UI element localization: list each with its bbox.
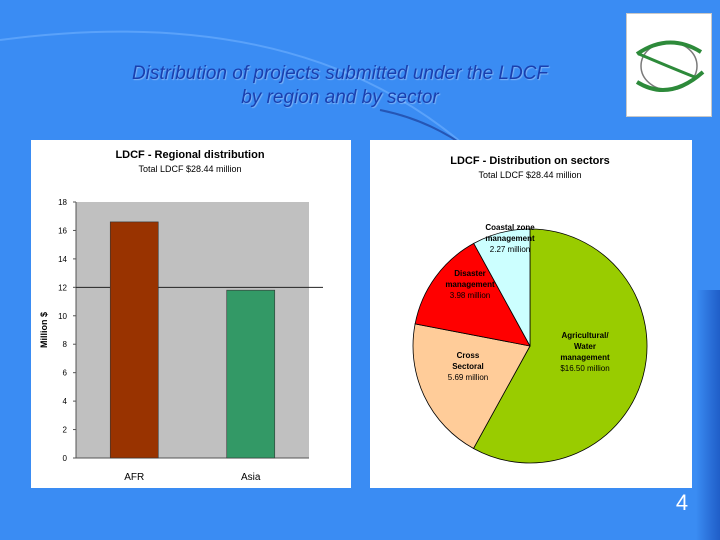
pie-chart-subtitle: Total LDCF $28.44 million [478,170,581,180]
pie-chart-svg: LDCF - Distribution on sectors Total LDC… [412,155,648,464]
page-number: 4 [675,490,689,515]
sector-pie-chart: LDCF - Distribution on sectors Total LDC… [370,140,692,488]
pie-category-label: Agricultural/ [561,331,609,340]
y-tick-label: 12 [58,283,67,292]
regional-bar-chart: LDCF - Regional distribution Total LDCF … [31,140,351,488]
slide-title: Distribution of projects submitted under… [40,62,640,110]
side-strip [696,290,720,540]
pie-category-label: Disaster [454,269,486,278]
bar-afr [109,221,159,459]
globe-orbit-icon [635,40,705,92]
pie-slice-agricultural-water-management [472,228,648,464]
pie-category-label: Coastal zone [485,223,535,232]
y-tick-label: 16 [58,226,67,235]
pie-category-label: Sectoral [452,362,484,371]
pie-category-label: management [560,353,610,362]
pie-chart-title: LDCF - Distribution on sectors [450,155,610,167]
x-category-label: AFR [124,472,144,483]
y-tick-label: 2 [63,426,68,435]
pie-category-label: Water [574,342,596,351]
bar-chart-title: LDCF - Regional distribution [115,149,264,161]
bar-chart-subtitle: Total LDCF $28.44 million [138,164,241,174]
y-tick-label: 8 [63,340,68,349]
y-tick-label: 14 [58,255,67,264]
y-tick-label: 10 [58,312,67,321]
pie-category-label: management [445,280,495,289]
y-tick-label: 0 [63,454,68,463]
pie-value-label: 5.69 million [448,373,488,382]
bar-chart-svg: LDCF - Regional distribution Total LDCF … [39,149,323,483]
pie-category-label: management [485,234,535,243]
logo [626,13,712,117]
pie-value-label: $16.50 million [560,364,609,373]
bar-chart-ylabel: Million $ [39,312,49,348]
pie-value-label: 2.27 million [490,245,530,254]
y-tick-label: 6 [63,369,68,378]
pie-slice-coastal-zone-management [473,228,531,347]
bar-asia [226,289,276,459]
x-category-label: Asia [241,472,261,483]
title-line-1: Distribution of projects submitted under… [131,63,549,84]
title-line-2: by region and by sector [241,87,439,108]
y-tick-label: 18 [58,198,67,207]
pie-category-label: Cross [457,351,480,360]
pie-slice-disaster-management [414,242,531,347]
pie-slice-cross-sectoral [412,323,531,450]
pie-value-label: 3.98 million [450,291,490,300]
y-tick-label: 4 [63,397,68,406]
